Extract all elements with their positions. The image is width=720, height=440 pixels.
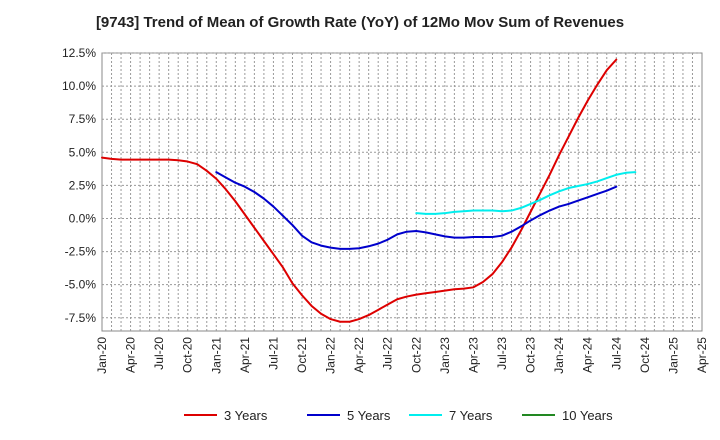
- x-tick-label: Apr-23: [466, 337, 480, 373]
- x-tick-label: Apr-20: [124, 337, 138, 373]
- grid: [102, 52, 702, 331]
- series-line-5-years: [215, 171, 618, 250]
- x-tick-label: Oct-21: [295, 337, 309, 373]
- x-tick-label: Oct-20: [181, 337, 195, 373]
- x-tick-label: Jan-25: [666, 337, 680, 374]
- x-tick-label: Jul-21: [266, 337, 280, 370]
- plot-area: [101, 52, 703, 332]
- x-tick-label: Oct-22: [409, 337, 423, 373]
- chart-title: [9743] Trend of Mean of Growth Rate (YoY…: [95, 14, 625, 31]
- x-tick-label: Oct-24: [638, 337, 652, 373]
- x-tick-label: Jan-23: [438, 337, 452, 374]
- y-tick-label: 10.0%: [62, 79, 96, 93]
- series-lines: [101, 58, 637, 323]
- series-line-7-years: [415, 171, 637, 215]
- y-tick-label: -2.5%: [65, 245, 97, 259]
- legend-label-10-years: 10 Years: [562, 408, 613, 423]
- x-tick-label: Apr-22: [352, 337, 366, 373]
- legend-label-5-years: 5 Years: [347, 408, 391, 423]
- y-tick-label: 12.5%: [62, 46, 96, 60]
- x-tick-label: Apr-24: [581, 337, 595, 373]
- x-tick-label: Apr-25: [695, 337, 709, 373]
- x-tick-label: Jan-20: [95, 337, 109, 374]
- legend: 3 Years 5 Years 7 Years 10 Years: [184, 408, 613, 423]
- x-tick-label: Jul-23: [495, 337, 509, 370]
- y-tick-label: -7.5%: [65, 311, 97, 325]
- y-tick-label: 7.5%: [69, 112, 97, 126]
- y-tick-label: -5.0%: [65, 278, 97, 292]
- x-tick-label: Jan-22: [324, 337, 338, 374]
- legend-label-3-years: 3 Years: [224, 408, 268, 423]
- y-tick-label: 5.0%: [69, 145, 97, 159]
- x-tick-label: Jul-22: [381, 337, 395, 370]
- x-tick-label: Apr-21: [238, 337, 252, 373]
- series-line-3-years: [101, 58, 618, 323]
- y-tick-label: 2.5%: [69, 178, 97, 192]
- legend-label-7-years: 7 Years: [449, 408, 493, 423]
- x-tick-label: Jul-24: [609, 337, 623, 370]
- x-tick-label: Jul-20: [152, 337, 166, 370]
- x-tick-label: Jan-24: [552, 337, 566, 374]
- x-tick-label: Jan-21: [209, 337, 223, 374]
- y-tick-label: 0.0%: [69, 211, 97, 225]
- x-tick-label: Oct-23: [524, 337, 538, 373]
- axes: -7.5% -5.0% -2.5% 0.0% 2.5% 5.0% 7.5% 10.0% 12.5…: [62, 46, 709, 374]
